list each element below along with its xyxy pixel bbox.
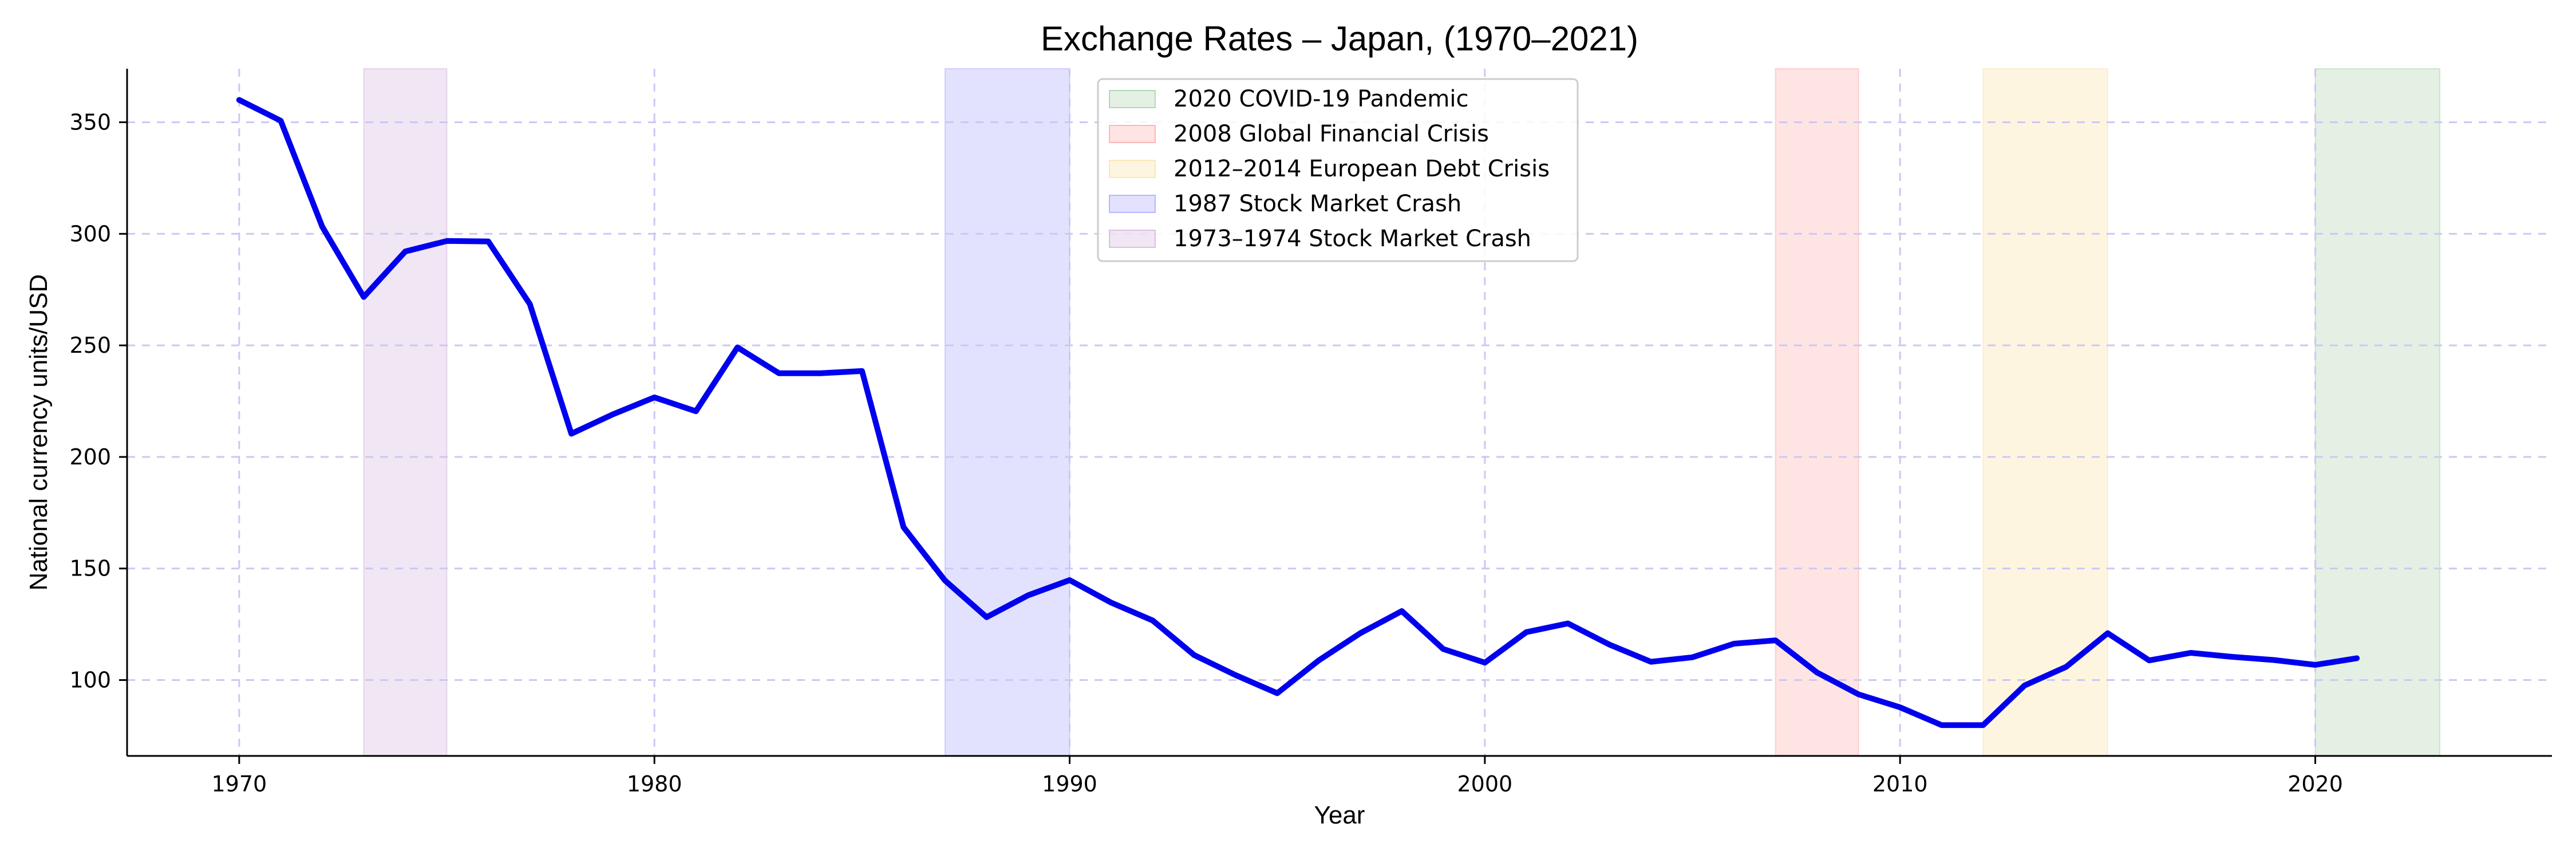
data-series [236,97,2360,728]
tick-labels: 1970 1980 1990 2000 2010 2020 100 150 200 250 300 3… [69,110,2342,797]
shaded-region-2 [1775,68,1859,756]
y-tick-label: 250 [69,333,111,358]
shaded-region-3 [1982,68,2108,756]
y-axis-label: National currency units/USD [25,274,53,591]
shaded-region-5 [363,68,448,756]
x-tick-label: 2010 [1872,771,1928,797]
x-tick-label: 1980 [627,771,682,797]
y-tick-label: 300 [69,221,111,246]
y-tick-label: 150 [69,556,111,581]
legend-swatch [1109,125,1156,143]
legend-label: 2020 COVID-19 Pandemic [1174,86,1469,112]
legend-label: 2008 Global Financial Crisis [1174,121,1489,147]
x-axis-label: Year [1314,801,1365,829]
y-tick-label: 100 [69,668,111,693]
legend-box [1097,78,1579,262]
x-tick-label: 2020 [2287,771,2343,797]
y-tick-label: 350 [69,110,111,135]
legend-swatch [1109,230,1156,248]
y-tick-label: 200 [69,444,111,470]
x-tick-label: 1990 [1042,771,1097,797]
series-line-1 [236,97,2360,728]
shaded-regions [363,68,2441,756]
legend-swatch [1109,90,1156,108]
legend-swatch [1109,195,1156,213]
x-tick-label: 2000 [1457,771,1513,797]
legend-label: 1987 Stock Market Crash [1174,191,1461,217]
axes [119,69,2552,764]
shaded-region-1 [2314,68,2441,756]
chart-title: Exchange Rates – Japan, (1970–2021) [1041,19,1638,58]
legend-swatch [1109,160,1156,178]
legend-label: 1973–1974 Stock Market Crash [1174,226,1531,252]
x-tick-label: 1970 [211,771,267,797]
legend: 2020 COVID-19 Pandemic 2008 Global Financ… [1097,78,1579,262]
legend-label: 2012–2014 European Debt Crisis [1174,156,1550,182]
shaded-region-4 [944,68,1070,756]
